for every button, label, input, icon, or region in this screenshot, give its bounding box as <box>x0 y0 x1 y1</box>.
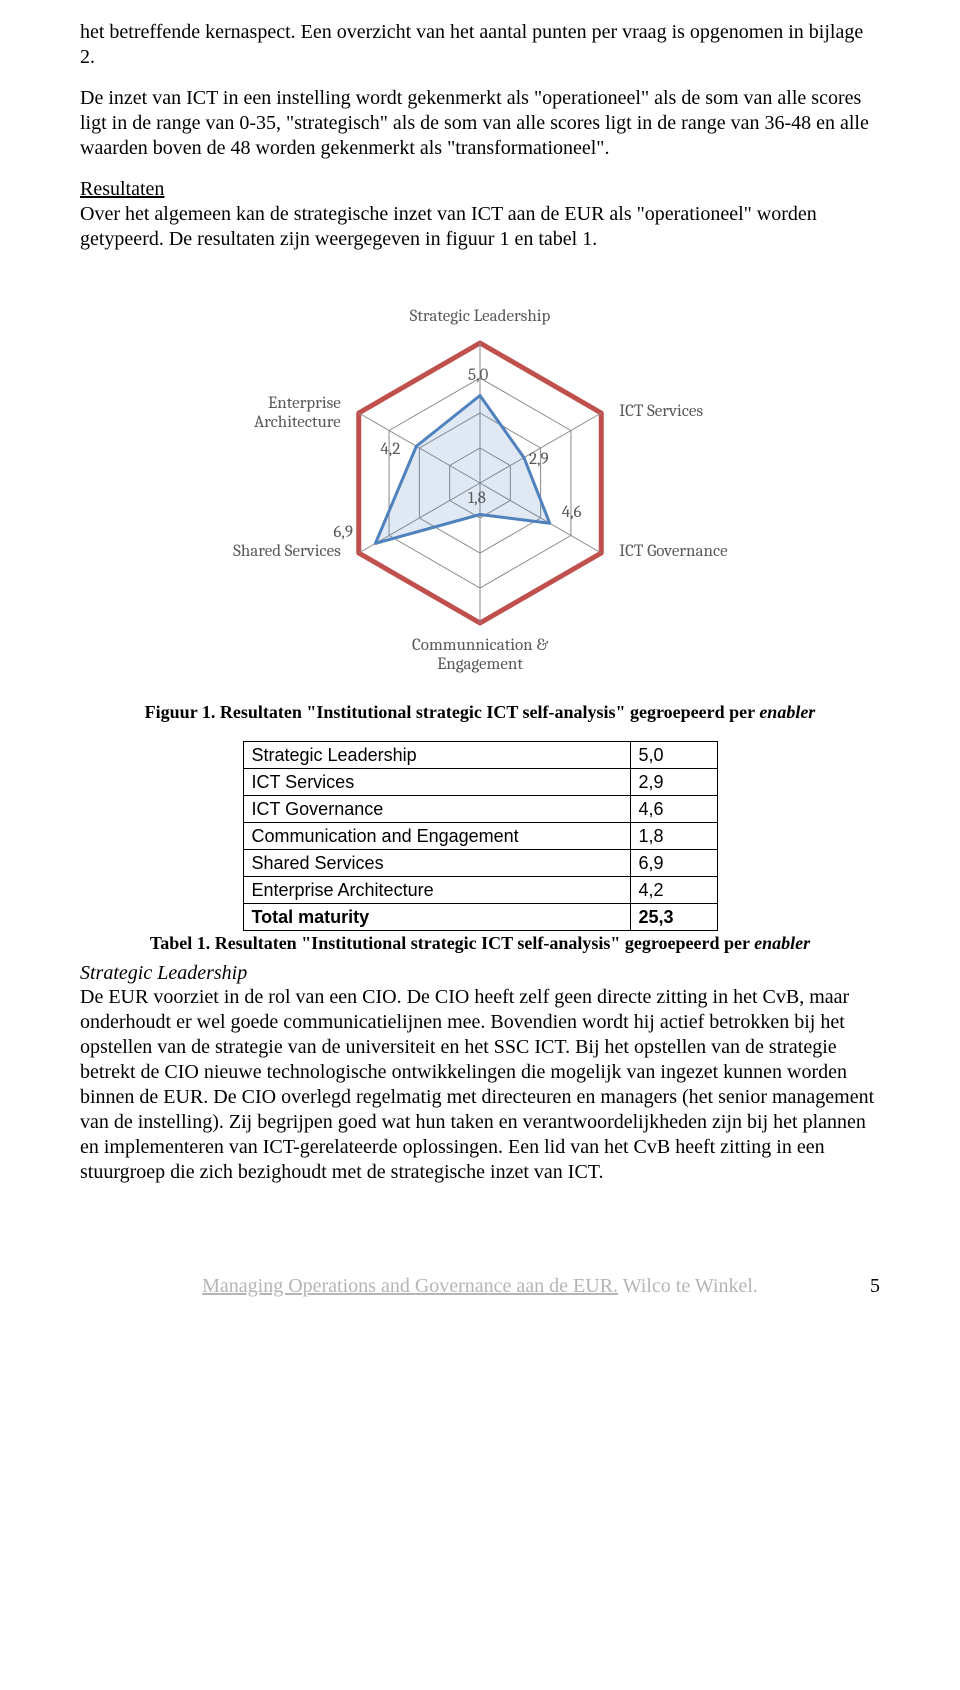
table-row: Shared Services6,9 <box>243 850 717 877</box>
intro-paragraph-3: Over het algemeen kan de strategische in… <box>80 203 817 250</box>
intro-paragraph-2: De inzet van ICT in een instelling wordt… <box>80 86 880 161</box>
radar-axis-label: Communnication &Engagement <box>390 637 570 674</box>
table-row-total: Total maturity25,3 <box>243 904 717 931</box>
section-heading-strategic-leadership: Strategic Leadership <box>80 962 880 985</box>
radar-value-label: 2,9 <box>529 450 549 469</box>
radar-axis-label: EnterpriseArchitecture <box>221 395 341 432</box>
radar-axis-label: Strategic Leadership <box>390 308 570 327</box>
radar-chart: Strategic Leadership ICT Services ICT Gove… <box>180 268 780 698</box>
radar-value-label: 6,9 <box>333 523 353 542</box>
radar-value-label: 1,8 <box>468 489 486 508</box>
results-table: Strategic Leadership5,0ICT Services2,9IC… <box>243 741 718 931</box>
radar-axis-label: ICT Governance <box>619 543 759 562</box>
table-row: Enterprise Architecture4,2 <box>243 877 717 904</box>
resultaten-heading: Resultaten <box>80 178 164 200</box>
intro-paragraph-1: het betreffende kernaspect. Een overzich… <box>80 20 880 70</box>
radar-value-label: 5,0 <box>468 366 488 385</box>
table-caption: Tabel 1. Resultaten "Institutional strat… <box>80 933 880 954</box>
page-number: 5 <box>870 1275 880 1298</box>
radar-axis-label: Shared Services <box>201 543 341 562</box>
radar-axis-label: ICT Services <box>619 403 739 422</box>
strategic-leadership-paragraph: De EUR voorziet in de rol van een CIO. D… <box>80 985 880 1185</box>
radar-value-label: 4,6 <box>562 503 582 522</box>
table-row: ICT Services2,9 <box>243 769 717 796</box>
figure-caption: Figuur 1. Resultaten "Institutional stra… <box>80 702 880 723</box>
table-row: ICT Governance4,6 <box>243 796 717 823</box>
table-row: Strategic Leadership5,0 <box>243 742 717 769</box>
page-footer: Managing Operations and Governance aan d… <box>80 1275 880 1298</box>
radar-value-label: 4,2 <box>380 440 400 459</box>
table-row: Communication and Engagement1,8 <box>243 823 717 850</box>
